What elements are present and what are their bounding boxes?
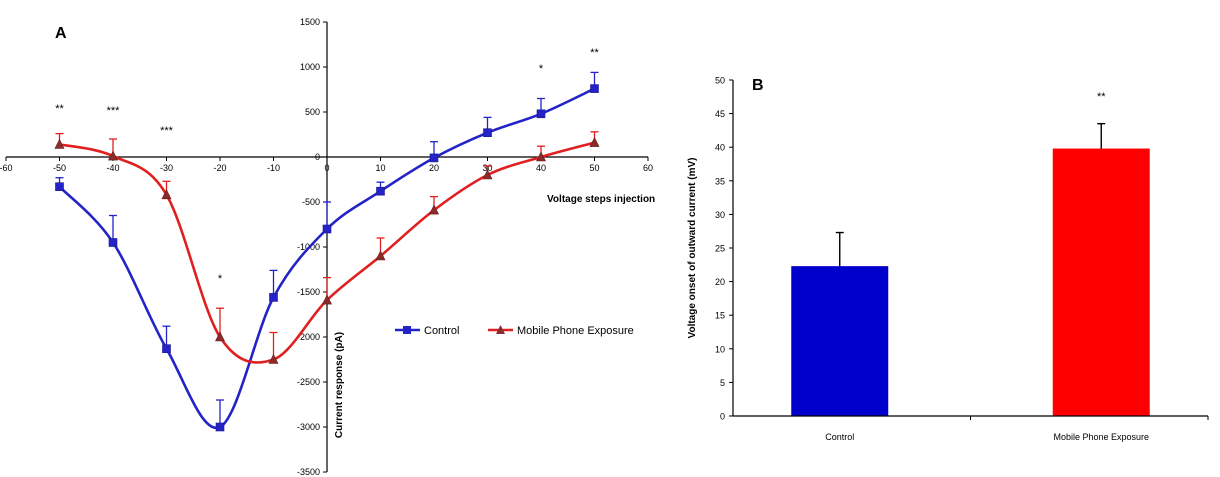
a-x-tick-label: -50 [53,163,66,173]
a-x-tick-label: 40 [536,163,546,173]
a-point-control [536,109,546,119]
b-y-tick-label: 15 [715,311,725,321]
b-significance-marker: ** [1097,91,1106,103]
b-bar [791,266,889,416]
a-y-tick-label: -1500 [297,287,320,297]
a-x-tick-label: 60 [643,163,653,173]
a-point-control [429,153,439,163]
a-point-control [55,182,64,191]
a-y-tick-label: -500 [302,197,320,207]
a-y-tick-label: -2000 [297,332,320,342]
a-point-control [483,128,492,137]
a-point-exposure [268,353,279,364]
b-y-tick-label: 35 [715,176,725,186]
a-significance-marker: *** [160,125,174,137]
a-y-tick-label: 0 [315,152,320,162]
a-point-control [269,293,278,302]
a-x-axis-title: Voltage steps injection [547,194,655,205]
a-x-tick-label: 10 [375,163,385,173]
a-point-exposure [215,331,225,342]
legend-marker-control [403,326,411,334]
a-point-exposure [161,189,172,200]
legend-marker-exposure [496,325,505,334]
a-point-exposure [536,151,546,162]
a-legend: Control Mobile Phone Exposure [395,325,634,337]
b-y-tick-label: 5 [720,378,725,388]
a-x-tick-label: -10 [267,163,280,173]
a-point-control [322,224,332,234]
b-bar [1052,148,1150,416]
a-point-control [376,186,385,196]
a-x-tick-label: -60 [0,163,13,173]
a-point-exposure [589,136,600,147]
a-significance-marker: ** [55,103,64,115]
a-point-exposure [429,204,439,215]
a-y-tick-label: -2500 [297,377,320,387]
a-significance-marker: *** [107,105,121,117]
b-y-tick-label: 40 [715,143,725,153]
a-y-tick-label: -3500 [297,467,320,477]
b-y-tick-label: 30 [715,210,725,220]
a-x-tick-label: -40 [106,163,119,173]
a-x-tick-label: -30 [160,163,173,173]
legend-label-exposure: Mobile Phone Exposure [517,325,634,337]
a-x-tick-label: 50 [589,163,599,173]
b-y-tick-label: 10 [715,344,725,354]
b-y-tick-label: 25 [715,244,725,254]
a-point-control [162,344,171,354]
a-y-tick-label: 1000 [300,62,320,72]
a-y-tick-label: 500 [305,107,320,117]
a-point-control [590,84,599,93]
a-point-exposure [54,138,65,149]
a-y-tick-label: -3000 [297,422,320,432]
a-point-exposure [375,250,386,261]
b-y-tick-label: 45 [715,109,725,119]
b-category-label: Control [825,432,854,442]
a-significance-marker: * [218,273,223,285]
a-x-tick-label: -20 [213,163,226,173]
b-y-tick-label: 20 [715,277,725,287]
a-x-tick-label: 0 [324,163,329,173]
legend-label-control: Control [424,325,459,337]
a-x-tick-label: 20 [429,163,439,173]
a-point-control [108,238,118,247]
b-y-tick-label: 0 [720,412,725,422]
b-y-axis-title: Voltage onset of outward current (mV) [687,158,698,339]
b-category-label: Mobile Phone Exposure [1053,432,1149,442]
a-y-axis-title: Current response (pA) [334,332,345,438]
a-significance-marker: * [539,63,544,75]
panel-b-bar-chart: B 0 5 10 15 20 25 30 35 40 45 50 Control Mobile Pho… [687,76,1209,442]
panel-a-label: A [55,25,67,42]
panel-b-label: B [752,77,764,94]
a-significance-marker: ** [590,47,599,59]
a-point-exposure [108,150,118,161]
b-y-tick-label: 50 [715,76,725,86]
a-point-exposure [322,294,332,305]
a-point-exposure [482,169,493,180]
a-point-control [215,422,225,432]
panel-a-line-chart: A -60-50-40-30-20-100102030405060 150010… [0,17,655,477]
a-y-tick-label: 1500 [300,17,320,27]
